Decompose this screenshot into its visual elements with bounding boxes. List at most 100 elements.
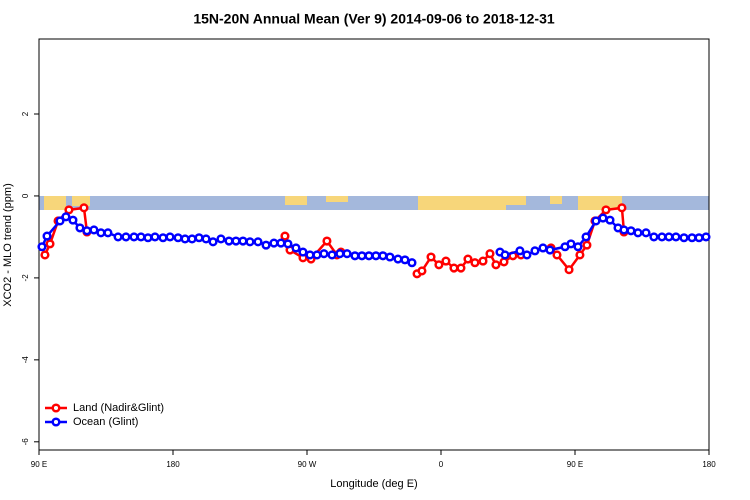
data-point (500, 250, 510, 260)
data-point (103, 228, 113, 238)
y-axis-label: XCO2 - MLO trend (ppm) (2, 183, 14, 306)
data-point (573, 242, 583, 252)
data-point (449, 263, 459, 273)
data-point (400, 255, 410, 265)
data-point (40, 250, 50, 260)
data-point (238, 236, 248, 246)
data-point (312, 250, 322, 260)
data-point (280, 231, 290, 241)
data-point (150, 232, 160, 242)
data-point (364, 251, 374, 261)
data-point (129, 232, 139, 242)
land-patch (550, 196, 562, 204)
data-point (96, 228, 106, 238)
data-point (426, 252, 436, 262)
data-point (350, 251, 360, 261)
data-point (357, 251, 367, 261)
data-point (491, 260, 501, 270)
land-patch (418, 196, 506, 210)
data-point (671, 232, 681, 242)
data-point (407, 258, 417, 268)
data-point (64, 205, 74, 215)
data-point (485, 249, 495, 259)
ocean-strip (39, 196, 709, 210)
data-point (687, 233, 697, 243)
legend-label: Land (Nadir&Glint) (73, 402, 164, 414)
x-tick-label: 180 (166, 460, 180, 469)
data-point (434, 260, 444, 270)
data-point (143, 233, 153, 243)
land-patch (72, 196, 90, 206)
data-point (566, 239, 576, 249)
y-tick-label: -2 (21, 274, 30, 282)
data-point (598, 213, 608, 223)
land-patch (326, 196, 348, 202)
data-point (319, 249, 329, 259)
data-point (564, 265, 574, 275)
x-tick-label: 90 E (567, 460, 583, 469)
data-point (701, 232, 711, 242)
data-point (575, 250, 585, 260)
data-point (478, 256, 488, 266)
data-point (463, 254, 473, 264)
data-point (679, 233, 689, 243)
data-point (37, 242, 47, 252)
data-point (158, 233, 168, 243)
data-point (393, 254, 403, 264)
data-point (581, 232, 591, 242)
data-point (499, 257, 509, 267)
data-point (470, 258, 480, 268)
data-point (194, 233, 204, 243)
data-point (522, 250, 532, 260)
data-point (601, 205, 611, 215)
data-point (136, 232, 146, 242)
data-point (385, 252, 395, 262)
legend-marker (51, 403, 61, 413)
land-patch (578, 196, 622, 210)
data-point (216, 234, 226, 244)
data-point (371, 251, 381, 261)
data-point (605, 215, 615, 225)
data-point (335, 249, 345, 259)
data-point (173, 233, 183, 243)
x-tick-label: 180 (702, 460, 716, 469)
data-point (456, 263, 466, 273)
y-tick-label: 2 (21, 111, 30, 116)
data-point (591, 216, 601, 226)
data-point (664, 232, 674, 242)
data-point (165, 232, 175, 242)
data-point (694, 233, 704, 243)
data-point (545, 245, 555, 255)
data-point (538, 243, 548, 253)
y-tick-label: -6 (21, 438, 30, 446)
data-point (224, 236, 234, 246)
data-point (42, 231, 52, 241)
legend-label: Ocean (Glint) (73, 416, 138, 428)
data-point (208, 237, 218, 247)
data-point (633, 228, 643, 238)
data-point (75, 223, 85, 233)
data-point (89, 225, 99, 235)
x-tick-label: 90 W (298, 460, 317, 469)
x-axis-label: Longitude (deg E) (330, 478, 417, 490)
data-point (121, 232, 131, 242)
plot-frame (38, 38, 710, 451)
data-point (261, 240, 271, 250)
data-point (552, 250, 562, 260)
map-strip (39, 196, 709, 210)
data-point (305, 250, 315, 260)
data-point (378, 251, 388, 261)
land-patch (285, 196, 307, 205)
data-point (298, 247, 308, 257)
data-point (515, 246, 525, 256)
data-point (269, 238, 279, 248)
data-point (45, 239, 55, 249)
data-point (291, 243, 301, 253)
data-point (113, 232, 123, 242)
data-point (619, 225, 629, 235)
data-point (245, 237, 255, 247)
data-point (68, 215, 78, 225)
data-point (530, 246, 540, 256)
data-point (626, 226, 636, 236)
